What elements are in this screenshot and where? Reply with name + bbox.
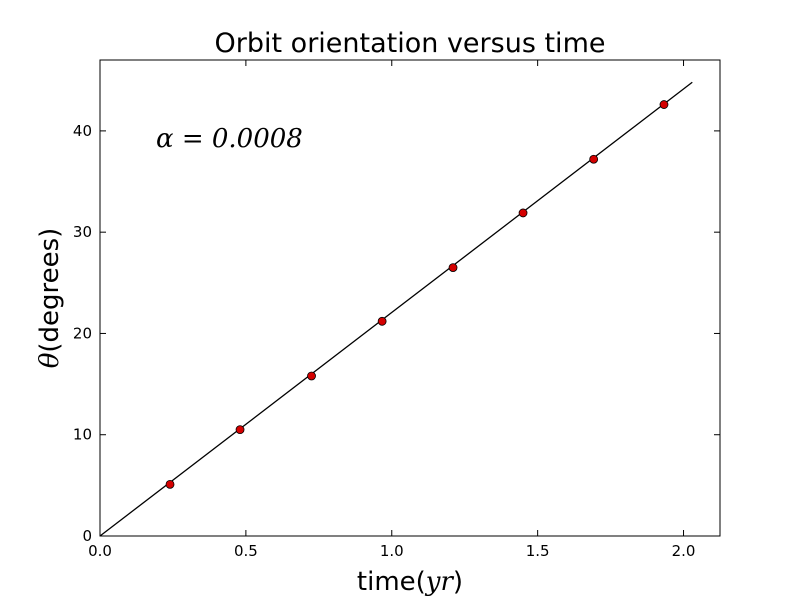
y-tick-label: 0 — [82, 527, 92, 545]
data-point — [307, 371, 316, 381]
x-tick-label: 0.5 — [234, 542, 258, 560]
data-point — [377, 316, 387, 326]
y-tick-label: 30 — [73, 223, 92, 241]
data-points-layer — [165, 100, 669, 489]
y-axis-label: θ(degrees) — [35, 228, 65, 369]
chart-title: Orbit orientation versus time — [215, 28, 606, 59]
x-axis-label-close: ) — [453, 567, 463, 596]
x-tick-label: 0.0 — [88, 542, 112, 560]
y-tick-label: 20 — [73, 324, 92, 342]
x-tick-label: 2.0 — [672, 542, 696, 560]
plot-area — [99, 59, 721, 537]
data-point — [165, 479, 175, 489]
data-point — [448, 263, 458, 273]
y-tick-label: 10 — [73, 426, 92, 444]
x-axis-label-text: time( — [357, 567, 426, 596]
data-point — [235, 425, 245, 435]
x-tick-label: 1.5 — [526, 542, 550, 560]
x-tick-label: 1.0 — [380, 542, 404, 560]
x-axis-label-unit: yr — [425, 567, 455, 596]
x-axis-label: time(yr) — [357, 567, 463, 596]
plot-frame — [99, 59, 721, 537]
y-axis-label-text: (degrees) — [35, 228, 65, 353]
alpha-annotation: α = 0.0008 — [156, 124, 303, 154]
data-point — [659, 100, 669, 109]
y-tick-label: 40 — [73, 122, 92, 140]
x-axis-ticks: 0.0 0.5 1.0 1.5 2.0 — [88, 60, 695, 560]
data-point — [518, 208, 528, 218]
y-axis-ticks: 0 10 20 30 40 — [73, 122, 720, 545]
data-point — [589, 154, 599, 164]
y-axis-label-symbol: θ — [35, 352, 65, 368]
